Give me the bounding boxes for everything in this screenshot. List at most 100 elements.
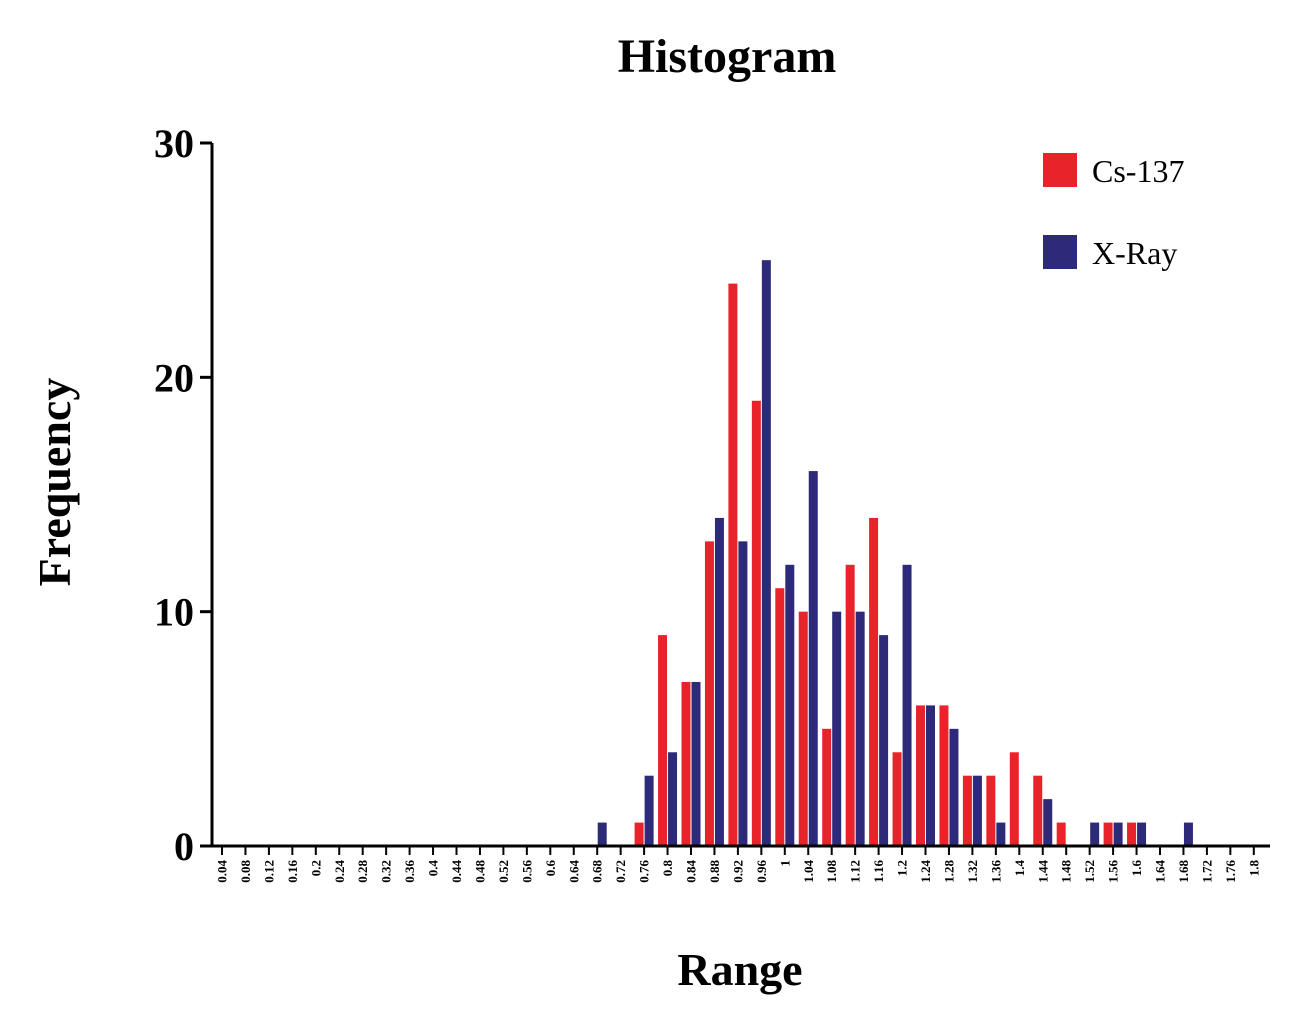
bar-cs-137-1.28 xyxy=(939,705,949,846)
x-tick-label: 0.92 xyxy=(730,860,745,883)
x-tick-label: 0.2 xyxy=(308,860,323,876)
bar-cs-137-1.36 xyxy=(986,775,996,846)
bar-x-ray-0.8 xyxy=(668,752,678,846)
bar-x-ray-0.92 xyxy=(738,541,748,846)
bar-x-ray-1.56 xyxy=(1113,822,1123,846)
bar-x-ray-0.96 xyxy=(761,260,771,847)
x-tick-label: 0.08 xyxy=(238,860,253,883)
x-axis-label: Range xyxy=(677,944,802,995)
bar-cs-137-0.92 xyxy=(728,283,738,847)
bar-cs-137-1.08 xyxy=(822,728,832,846)
legend: Cs-137 X-Ray xyxy=(1043,153,1184,271)
x-tick-label: 1.12 xyxy=(848,860,863,883)
bar-x-ray-1.2 xyxy=(902,564,912,846)
x-tick-label: 1.44 xyxy=(1035,860,1050,883)
x-tick-label: 1.76 xyxy=(1223,860,1238,883)
x-tick-label: 1.6 xyxy=(1129,860,1144,877)
x-tick-label: 0.24 xyxy=(332,860,347,883)
x-tick-label: 0.36 xyxy=(402,860,417,883)
bar-x-ray-1.36 xyxy=(996,822,1006,846)
x-ticks-group: 0.04 0.08 0.12 0.16 0.2 0.24 0.28 0.32 0.36 0.4 0.… xyxy=(215,846,1261,883)
x-tick-label: 1.4 xyxy=(1012,860,1027,877)
bars-group xyxy=(597,260,1193,847)
x-tick-label: 1.48 xyxy=(1059,860,1074,883)
bar-x-ray-1.08 xyxy=(832,611,842,846)
bar-cs-137-1.32 xyxy=(962,775,972,846)
chart-title: Histogram xyxy=(618,30,837,83)
bar-x-ray-0.84 xyxy=(691,681,701,846)
bar-x-ray-1.04 xyxy=(808,471,818,846)
bar-x-ray-1.12 xyxy=(855,611,865,846)
x-tick-label: 0.04 xyxy=(215,860,230,883)
x-tick-label: 1.24 xyxy=(918,860,933,883)
bar-cs-137-1.2 xyxy=(892,752,902,846)
bar-cs-137-1.24 xyxy=(916,705,925,846)
bar-cs-137-0.84 xyxy=(681,681,691,846)
x-tick-label: 1.72 xyxy=(1199,860,1214,883)
x-tick-label: 1.64 xyxy=(1153,860,1168,883)
bar-x-ray-1.6 xyxy=(1137,822,1147,846)
legend-label-cs-137: Cs-137 xyxy=(1092,153,1184,189)
x-tick-label: 0.72 xyxy=(613,860,628,883)
x-tick-label: 1.8 xyxy=(1246,860,1261,877)
x-tick-label: 1.08 xyxy=(824,860,839,883)
bar-x-ray-1.52 xyxy=(1090,822,1100,846)
x-tick-label: 0.12 xyxy=(261,860,276,883)
x-tick-label: 0.84 xyxy=(684,860,699,883)
y-tick-label: 10 xyxy=(154,590,194,635)
x-tick-label: 0.96 xyxy=(754,860,769,883)
x-tick-label: 1 xyxy=(777,860,792,867)
y-ticks-group: 0 10 20 30 xyxy=(154,121,212,869)
bar-cs-137-1.4 xyxy=(1009,752,1019,846)
bar-x-ray-0.88 xyxy=(714,517,724,846)
x-tick-label: 1.04 xyxy=(801,860,816,883)
x-tick-label: 0.32 xyxy=(379,860,394,883)
x-tick-label: 1.28 xyxy=(941,860,956,883)
legend-swatch-x-ray xyxy=(1043,235,1077,269)
bar-cs-137-1.56 xyxy=(1103,822,1113,846)
x-tick-label: 0.8 xyxy=(660,860,675,877)
x-tick-label: 1.52 xyxy=(1082,860,1097,883)
bar-x-ray-1.28 xyxy=(949,728,959,846)
x-tick-label: 1.68 xyxy=(1176,860,1191,883)
bar-cs-137-1.48 xyxy=(1056,822,1066,846)
y-axis-label: Frequency xyxy=(29,378,80,587)
x-tick-label: 0.68 xyxy=(590,860,605,883)
bar-cs-137-1.04 xyxy=(798,611,808,846)
bar-x-ray-1.32 xyxy=(972,775,982,846)
x-tick-label: 0.16 xyxy=(285,860,300,883)
y-tick-label: 0 xyxy=(174,824,194,869)
x-tick-label: 1.56 xyxy=(1106,860,1121,883)
bar-x-ray-0.76 xyxy=(644,775,654,846)
bar-cs-137-1.44 xyxy=(1033,775,1043,846)
bar-x-ray-1.24 xyxy=(926,705,935,846)
x-tick-label: 0.88 xyxy=(707,860,722,883)
x-tick-label: 0.56 xyxy=(519,860,534,883)
x-tick-label: 0.6 xyxy=(543,860,558,877)
bar-x-ray-1.16 xyxy=(879,635,889,846)
x-tick-label: 0.76 xyxy=(637,860,652,883)
y-tick-label: 30 xyxy=(154,121,194,166)
bar-cs-137-0.76 xyxy=(634,822,644,846)
x-tick-label: 0.44 xyxy=(449,860,464,883)
x-tick-label: 0.4 xyxy=(426,860,441,877)
y-tick-label: 20 xyxy=(154,355,194,400)
x-tick-label: 1.32 xyxy=(965,860,980,883)
bar-x-ray-1.44 xyxy=(1043,799,1053,846)
bar-cs-137-1 xyxy=(775,588,785,846)
x-tick-label: 0.52 xyxy=(496,860,511,883)
legend-swatch-cs-137 xyxy=(1043,153,1077,187)
x-tick-label: 1.36 xyxy=(988,860,1003,883)
bar-cs-137-1.12 xyxy=(845,564,855,846)
x-tick-label: 1.16 xyxy=(871,860,886,883)
x-tick-label: 1.2 xyxy=(895,860,910,876)
bar-cs-137-0.96 xyxy=(751,400,761,846)
bar-cs-137-1.16 xyxy=(869,517,879,846)
bar-x-ray-0.68 xyxy=(597,822,607,846)
x-tick-label: 0.28 xyxy=(355,860,370,883)
bar-x-ray-1.68 xyxy=(1183,822,1193,846)
x-tick-label: 0.64 xyxy=(566,860,581,883)
legend-label-x-ray: X-Ray xyxy=(1092,235,1177,271)
bar-x-ray-1 xyxy=(785,564,795,846)
